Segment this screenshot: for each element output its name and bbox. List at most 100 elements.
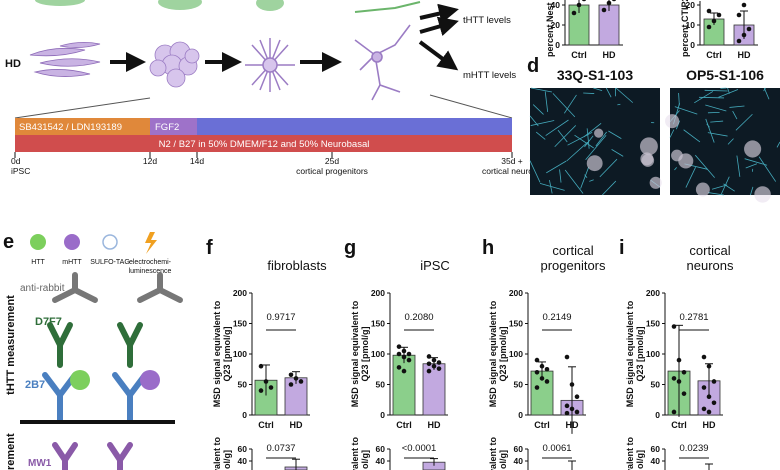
- neuron: [354, 1, 421, 13]
- data-point: [436, 366, 442, 371]
- data-point: [401, 348, 407, 354]
- neurite: [735, 113, 753, 131]
- x-tick-label: HD: [703, 420, 716, 430]
- x-tick-label: Ctrl: [671, 420, 687, 430]
- neurite: [530, 87, 553, 93]
- neurite: [708, 192, 724, 196]
- x-tick-label: Ctrl: [534, 420, 550, 430]
- legend-label: luminescence: [129, 268, 172, 275]
- panel-letter: f: [206, 237, 213, 259]
- bar-chart: 0 10 20 Ctrl HD percent CTIP2⁺/b: [680, 0, 758, 60]
- cell-body: [641, 154, 655, 167]
- data-point: [671, 409, 677, 415]
- y-axis-label: MSD signal equivalent to: [350, 300, 360, 407]
- p-value: 0.0737: [266, 443, 295, 454]
- y-axis-label: uivalent to: [625, 437, 635, 470]
- y-axis-label: MSD signal equivalent to: [212, 300, 222, 407]
- neurite: [705, 104, 727, 112]
- mhtt-icon: [64, 234, 80, 250]
- image-panel: d 33Q-S1-103 OP5-S1-106: [527, 55, 780, 203]
- day-label: cortical progenitors: [296, 166, 368, 176]
- y-axis-label: uivalent to: [488, 437, 498, 470]
- data-point: [681, 391, 687, 396]
- y-tick-label: 0: [518, 410, 523, 420]
- neurite: [602, 180, 617, 196]
- neurite: [729, 105, 745, 108]
- output-label: mHTT levels: [463, 70, 516, 81]
- neurite: [744, 158, 768, 166]
- x-tick-label: Ctrl: [706, 50, 722, 60]
- antibody-label: 2B7: [25, 379, 45, 391]
- y-axis-label: Q23 [pmol/g]: [635, 326, 645, 381]
- x-tick-label: HD: [738, 50, 751, 60]
- neurite: [559, 169, 562, 183]
- data-point: [534, 370, 540, 375]
- data-point: [426, 368, 432, 374]
- data-point: [288, 372, 294, 378]
- y-tick-label: 60: [376, 444, 386, 454]
- bar-chart: 0 50 100 150 200 Ctrl HD MSD signal equivalent …: [344, 237, 450, 430]
- p-value: 0.2080: [404, 312, 433, 323]
- y-tick-label: 100: [509, 349, 523, 359]
- neurite: [535, 131, 546, 140]
- neurite: [539, 182, 565, 191]
- y-axis-label: MSD signal equivalent to: [625, 300, 635, 407]
- y-tick-label: 50: [376, 380, 386, 390]
- data-point: [611, 0, 617, 2]
- y-tick-label: 100: [233, 349, 247, 359]
- y-tick-label: 50: [651, 380, 661, 390]
- neurite: [711, 184, 728, 190]
- bar: [422, 363, 446, 416]
- data-point: [671, 376, 677, 381]
- y-axis-label: ol/g]: [635, 450, 645, 469]
- output-label: tHTT levels: [463, 15, 511, 26]
- neurite: [674, 167, 677, 171]
- neurite: [529, 160, 541, 183]
- phase-bar: [150, 118, 197, 135]
- day-label: 0d: [11, 156, 21, 166]
- neurite: [699, 96, 725, 99]
- day-label: cortical neurons: [482, 166, 542, 176]
- panel-letter: d: [527, 55, 539, 77]
- timeline-ticks: [14, 152, 513, 158]
- sulfo-tag-icon: [102, 234, 118, 250]
- legend-label: HTT: [31, 259, 45, 266]
- bar-chart: 40 60 uivalent to ol/g] 0.0061: [488, 437, 576, 470]
- neurite: [611, 149, 624, 157]
- p-value: <0.0001: [402, 443, 437, 454]
- legend-label: mHTT: [62, 259, 82, 266]
- data-point: [401, 354, 407, 360]
- data-point: [544, 379, 550, 384]
- phase-label: N2 / B27 in 50% DMEM/F12 and 50% Neuroba…: [159, 139, 370, 150]
- neurite: [552, 93, 576, 118]
- data-point: [676, 379, 682, 384]
- data-point: [746, 26, 752, 32]
- neurite: [557, 129, 568, 143]
- day-label: 14d: [190, 156, 204, 166]
- mhtt-icon: [140, 370, 160, 390]
- data-point: [564, 410, 570, 416]
- neurite: [554, 125, 577, 148]
- neurite: [763, 87, 766, 92]
- data-point: [701, 406, 707, 412]
- data-point: [601, 7, 607, 13]
- neurite: [732, 110, 738, 120]
- neurite: [685, 167, 696, 188]
- bar-chart: 0 20 40 Ctrl HD percent Nest: [545, 0, 623, 60]
- cell: [158, 0, 202, 10]
- cell-body: [678, 153, 694, 169]
- neurite: [674, 106, 698, 115]
- chart-title: iPSC: [420, 258, 450, 273]
- neurite: [704, 89, 728, 92]
- data-point: [544, 366, 550, 372]
- data-point: [706, 409, 712, 415]
- y-axis-label: ol/g]: [360, 450, 370, 469]
- micrograph: [670, 88, 780, 195]
- y-axis-label: MSD signal equivalent to: [488, 300, 498, 407]
- y-tick-label: 40: [651, 456, 661, 466]
- neurite: [669, 129, 675, 138]
- y-tick-label: 0: [655, 410, 660, 420]
- fibroblasts: [29, 42, 101, 77]
- legend-label: electrochemi-: [129, 259, 172, 266]
